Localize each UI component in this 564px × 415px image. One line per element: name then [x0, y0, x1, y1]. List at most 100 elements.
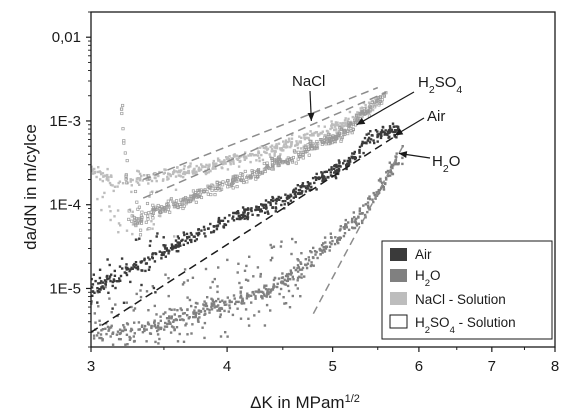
data-point: [192, 171, 195, 174]
data-point: [181, 238, 184, 242]
data-point: [337, 238, 340, 241]
data-point: [269, 155, 272, 158]
data-point: [263, 286, 266, 289]
data-point: [318, 247, 322, 251]
data-point: [301, 153, 305, 157]
data-point: [218, 315, 222, 319]
data-point: [91, 283, 95, 286]
data-point: [106, 258, 109, 261]
data-point: [376, 134, 380, 138]
data-point: [360, 110, 364, 114]
data-point: [166, 199, 170, 203]
data-point: [358, 149, 361, 152]
data-point: [336, 134, 340, 138]
data-point: [112, 278, 116, 281]
data-point: [209, 169, 212, 173]
data-point: [229, 159, 233, 163]
data-point: [182, 167, 186, 171]
data-point: [232, 160, 235, 163]
data-point: [187, 200, 191, 204]
data-point: [288, 140, 291, 143]
data-point: [365, 133, 368, 136]
data-point: [284, 302, 288, 305]
data-point: [343, 119, 347, 122]
data-point: [307, 153, 311, 157]
data-point: [191, 189, 195, 193]
data-point: [205, 163, 208, 167]
data-point: [198, 316, 201, 319]
data-point: [222, 301, 226, 304]
data-point: [238, 156, 241, 159]
data-point: [309, 250, 312, 253]
data-point: [312, 246, 315, 250]
data-point: [267, 201, 270, 204]
data-point: [379, 187, 383, 190]
data-point: [384, 176, 388, 179]
data-point: [104, 327, 107, 330]
data-point: [102, 287, 106, 290]
data-point: [133, 339, 136, 343]
data-point: [92, 337, 96, 340]
data-point: [275, 143, 278, 146]
data-point: [401, 162, 404, 166]
data-point: [290, 133, 294, 137]
data-point: [182, 197, 186, 201]
data-point: [181, 283, 185, 286]
data-point: [122, 301, 126, 304]
data-point: [97, 305, 100, 308]
data-point: [243, 158, 246, 161]
data-point: [166, 322, 169, 326]
data-point: [98, 268, 102, 271]
data-point: [389, 169, 392, 172]
annotation-arrows: [307, 90, 431, 159]
data-point: [216, 285, 219, 288]
data-point: [377, 179, 381, 182]
data-point: [150, 220, 153, 223]
data-point: [306, 132, 309, 136]
data-point: [377, 189, 380, 192]
data-point: [292, 196, 295, 199]
data-point: [283, 278, 286, 281]
data-point: [108, 297, 111, 300]
data-point: [152, 286, 156, 290]
data-point: [217, 220, 220, 224]
data-point: [275, 199, 278, 202]
data-point: [191, 276, 195, 279]
data-point: [283, 302, 286, 305]
data-point: [100, 172, 103, 176]
annotation-arrow-h2so4-head: [356, 117, 366, 125]
data-point: [134, 217, 138, 221]
data-point: [323, 179, 326, 182]
data-point: [391, 172, 395, 176]
data-point: [287, 272, 291, 276]
data-point: [173, 245, 176, 249]
data-point: [144, 269, 147, 273]
data-point: [256, 208, 259, 211]
data-point: [355, 224, 359, 227]
data-point: [342, 234, 346, 238]
data-point: [247, 324, 251, 327]
x-tick-label: 8: [551, 358, 559, 375]
data-point: [118, 265, 122, 268]
data-point: [337, 170, 340, 174]
data-point: [194, 306, 197, 309]
data-point: [217, 182, 222, 186]
data-point: [373, 103, 377, 107]
data-point: [132, 335, 135, 338]
data-point: [309, 264, 313, 268]
data-point: [146, 217, 150, 221]
data-point: [193, 194, 197, 198]
data-point: [174, 239, 178, 242]
data-point: [130, 190, 133, 194]
data-point: [215, 162, 218, 165]
data-point: [300, 147, 303, 150]
data-point: [156, 324, 160, 328]
data-point: [271, 288, 274, 291]
data-point: [401, 156, 404, 160]
data-point: [163, 328, 166, 331]
data-point: [239, 317, 243, 320]
data-point: [366, 210, 369, 214]
data-point: [294, 268, 297, 272]
data-point: [351, 152, 354, 155]
